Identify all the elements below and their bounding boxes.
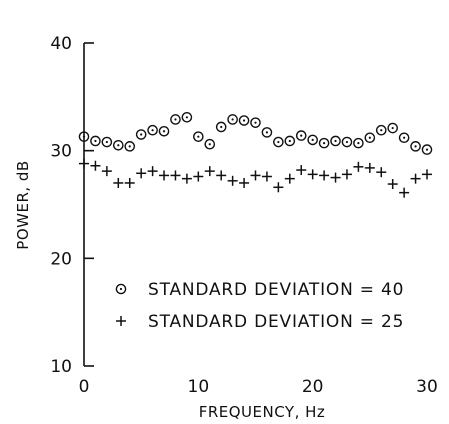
circle-point [284,135,296,147]
circle-point [273,136,284,148]
plus-point [376,167,387,178]
plus-point [364,162,375,173]
plus-point [387,179,398,190]
plus-point [227,175,238,186]
circle-point [204,138,216,150]
circle-point [90,135,101,147]
y-tick-label: 30 [50,142,72,162]
circle-point [238,115,250,126]
plus-point [410,173,421,184]
circle-point [410,141,421,152]
circle-point [353,137,364,149]
circle-point [113,139,124,151]
plus-point [330,172,341,183]
plus-point [193,171,204,182]
circle-point [375,124,387,136]
ticks: 10 20 30 40 0 10 20 30 [50,34,437,397]
plus-point [399,187,410,198]
circle-point [341,136,353,148]
plus-point [181,173,192,184]
circle-point [78,131,90,142]
circle-point [170,114,181,125]
circle-point [147,124,158,136]
plus-point [307,169,318,180]
plus-point [101,166,112,177]
circle-point [124,141,136,152]
circle-point [295,130,307,141]
circle-point [227,114,238,125]
y-tick-label: 20 [50,249,72,269]
plus-point [250,170,261,181]
plus-point [113,177,124,188]
plus-point [273,182,284,193]
legend-label-2: STANDARD DEVIATION = 25 [148,312,404,332]
plus-point [159,170,170,181]
circle-point [364,132,376,144]
circle-point [101,136,113,148]
x-tick-label: 30 [416,377,438,397]
plus-point [261,171,272,182]
circle-point [387,122,399,134]
circle-point [318,137,330,149]
y-tick-label: 10 [50,357,72,377]
plus-point [204,166,215,177]
circle-point [261,127,273,138]
plus-point [216,170,227,181]
plus-point [147,166,158,177]
circle-point [158,125,170,137]
plus-point [170,170,181,181]
plus-point [341,169,352,180]
data-marks [78,111,433,198]
x-tick-label: 0 [79,377,90,397]
circle-point [398,132,410,144]
plus-point [239,177,250,188]
plus-point [353,161,364,172]
x-tick-label: 10 [188,377,210,397]
plus-point [296,165,307,176]
circle-point [421,144,433,155]
legend-marker-1 [115,283,127,295]
circle-point [250,117,261,128]
legend-label-1: STANDARD DEVIATION = 40 [148,280,404,300]
plus-point [136,168,147,179]
circle-point [330,135,341,147]
legend-marker-2 [116,316,126,326]
plus-point [124,177,135,188]
y-tick-label: 40 [50,34,72,54]
circle-point [215,121,227,133]
y-axis-title: POWER, dB [14,160,32,249]
plus-point [79,158,89,169]
circle-point [307,134,318,146]
circle-point [193,131,204,142]
x-tick-label: 20 [302,377,324,397]
plus-point [284,173,295,184]
circle-point [135,129,147,140]
x-axis-title: FREQUENCY, Hz [199,403,326,421]
plus-point [422,169,432,180]
plus-point [90,160,101,171]
circle-point [181,111,193,123]
plus-point [319,170,330,181]
legend: STANDARD DEVIATION = 40 STANDARD DEVIATIO… [115,280,404,332]
